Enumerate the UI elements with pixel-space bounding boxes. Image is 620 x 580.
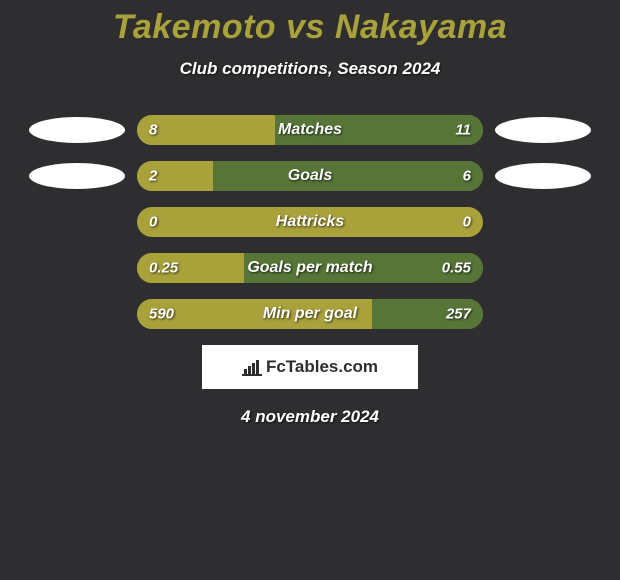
stat-label: Goals: [288, 167, 332, 185]
stat-row: 590 Min per goal 257: [0, 299, 620, 329]
stat-label: Matches: [278, 121, 342, 139]
stat-bar: 0.25 Goals per match 0.55: [137, 253, 483, 283]
avatar-slot-right: [483, 117, 603, 143]
stat-row: 2 Goals 6: [0, 161, 620, 191]
stat-value-right: 0: [463, 214, 471, 231]
stat-value-left: 2: [149, 168, 157, 185]
player-avatar-right: [495, 117, 591, 143]
comparison-widget: Takemoto vs Nakayama Club competitions, …: [0, 0, 620, 427]
stat-row: 0.25 Goals per match 0.55: [0, 253, 620, 283]
avatar-slot-right: [483, 163, 603, 189]
stat-value-left: 590: [149, 306, 174, 323]
stat-row: 8 Matches 11: [0, 115, 620, 145]
stat-value-right: 257: [446, 306, 471, 323]
stat-bar-left-fill: [137, 115, 275, 145]
stat-value-left: 0.25: [149, 260, 178, 277]
stat-bar: 590 Min per goal 257: [137, 299, 483, 329]
stat-label: Hattricks: [276, 213, 344, 231]
source-logo[interactable]: FcTables.com: [202, 345, 418, 389]
subtitle: Club competitions, Season 2024: [0, 59, 620, 79]
stat-row: 0 Hattricks 0: [0, 207, 620, 237]
source-logo-text: FcTables.com: [266, 357, 378, 377]
page-title: Takemoto vs Nakayama: [0, 8, 620, 47]
date-label: 4 november 2024: [0, 407, 620, 427]
player-avatar-left: [29, 163, 125, 189]
stat-label: Goals per match: [247, 259, 372, 277]
player-avatar-right: [495, 163, 591, 189]
bar-chart-icon: [242, 358, 262, 376]
stat-value-right: 0.55: [442, 260, 471, 277]
stat-bar: 2 Goals 6: [137, 161, 483, 191]
avatar-slot-left: [17, 117, 137, 143]
stat-bar: 8 Matches 11: [137, 115, 483, 145]
stat-bar-right-fill: [213, 161, 483, 191]
stat-value-right: 11: [455, 122, 471, 139]
stat-value-right: 6: [463, 168, 471, 185]
avatar-slot-left: [17, 163, 137, 189]
stat-value-left: 8: [149, 122, 157, 139]
stat-value-left: 0: [149, 214, 157, 231]
player-avatar-left: [29, 117, 125, 143]
stat-bar: 0 Hattricks 0: [137, 207, 483, 237]
stat-label: Min per goal: [263, 305, 357, 323]
